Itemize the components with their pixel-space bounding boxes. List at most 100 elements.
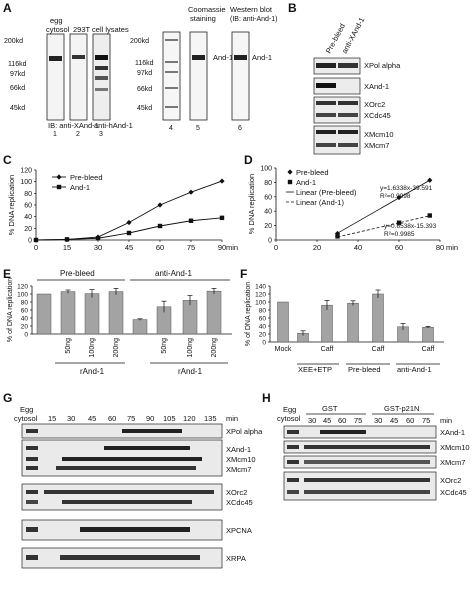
g-band-xpol-cyt: [26, 429, 38, 433]
lysates-label: 293T cell lysates: [73, 25, 129, 34]
c-ytick-label: 40: [24, 214, 32, 221]
e-ytick-label: 0: [24, 332, 28, 339]
ladder-right-45: 45kd: [137, 105, 152, 112]
g-band-rpa-cyt: [26, 555, 38, 560]
band-lane-6: [234, 55, 247, 60]
g-band-rpa: [60, 555, 200, 560]
c-point-and1: [95, 236, 101, 241]
h-band-xand-gst: [320, 430, 366, 434]
e-ytick-label: 80: [21, 300, 29, 307]
band-b-xpol-2: [338, 63, 358, 68]
d-ytick-label: 60: [264, 194, 272, 201]
c-xtick-label: 75: [187, 243, 195, 252]
c-xtick-label: 60: [156, 243, 164, 252]
ib-xand-label: IB: anti-XAnd-1: [48, 121, 99, 130]
g-label-xmcm10: XMcm10: [226, 455, 256, 464]
gel-strip-lane-4: [162, 31, 181, 121]
h-p21n-time-30: 30: [374, 416, 382, 425]
g-time-90: 90: [146, 414, 154, 423]
chart-c: 0 20 40 60 80 100 120 0 15 30 45 60 75 90 min % DNA rep…: [7, 168, 238, 253]
d-r2-and1: R²=0.9985: [384, 231, 415, 238]
band-lane-2: [72, 55, 85, 59]
panel-letter-f: F: [240, 267, 247, 281]
marker-band-66: [165, 87, 178, 89]
g-label-xorc2: XOrc2: [226, 488, 247, 497]
h-band-mcm7-cyt: [287, 460, 299, 464]
d-xtick-label: 80: [436, 243, 444, 252]
h-label-xorc2: XOrc2: [440, 476, 461, 485]
e-bar: [182, 300, 198, 335]
d-r2-prebleed: R²=0.9998: [380, 193, 411, 200]
f-ytick-label: 20: [259, 332, 267, 339]
h-band-cdc-cyt: [287, 490, 299, 494]
f-bar: [277, 301, 289, 343]
e-bar: [108, 291, 124, 335]
f-category-label: Caff: [422, 346, 435, 353]
c-point-and1: [157, 223, 163, 229]
panel-letter-d: D: [244, 153, 253, 167]
panel-letter-b: B: [288, 1, 297, 15]
g-row-labels: XPol alpha XAnd-1 XMcm10 XMcm7 XOrc2 XCd…: [226, 427, 263, 563]
g-label-xpol: XPol alpha: [226, 427, 263, 436]
band-lane-3-a: [95, 55, 108, 60]
h-label-xmcm7: XMcm7: [440, 458, 465, 467]
e-bar: [60, 291, 76, 335]
e-category-label: 100ng: [89, 338, 96, 358]
row-label-xand: XAnd-1: [364, 82, 389, 91]
c-xtick-label: 0: [34, 243, 38, 252]
band-b-mcm10-1: [316, 130, 336, 134]
h-time-unit: min: [440, 416, 452, 425]
band-lane-1: [49, 56, 62, 61]
g-band-xpol-peak: [122, 429, 182, 433]
g-band-pcna: [80, 527, 190, 532]
f-group-anti: anti-And-1: [397, 365, 432, 374]
lane-number-1: 1: [53, 131, 57, 138]
g-label-xand: XAnd-1: [226, 445, 251, 454]
c-ytick-label: 0: [28, 238, 32, 245]
e-ytick-label: 120: [17, 284, 28, 291]
d-point-and1: [396, 220, 402, 225]
ladder-left-45: 45kd: [10, 105, 25, 112]
g-time-120: 120: [183, 414, 196, 423]
g-band-xand: [104, 446, 190, 450]
h-band-mcm7: [304, 460, 430, 464]
c-xtick-label: 15: [63, 243, 71, 252]
coomassie-label-2: staining: [190, 14, 216, 23]
f-group-prebleed: Pre-bleed: [348, 365, 381, 374]
c-legend-label-0: Pre-bleed: [70, 173, 103, 182]
h-gst-label: GST: [322, 404, 338, 413]
e-category-label: 50ng: [161, 338, 168, 354]
row-label-xmcm10: XMcm10: [364, 130, 394, 139]
blot-b-xand: [313, 77, 361, 95]
f-category-label: Caff: [372, 346, 385, 353]
row-label-xorc2: XOrc2: [364, 100, 385, 109]
ladder-right-66: 66kd: [137, 86, 152, 93]
c-xlabel: min: [226, 243, 238, 252]
c-point-and1: [126, 230, 132, 236]
c-point-prebleed: [219, 178, 225, 184]
h-label-xand: XAnd-1: [440, 428, 465, 437]
c-ytick-label: 80: [24, 191, 32, 198]
g-band-mcm7-cyt: [26, 466, 38, 470]
rand1-label-a: rAnd-1: [80, 367, 105, 376]
row-label-xmcm7: XMcm7: [364, 141, 389, 150]
h-label-xcdc45: XCdc45: [440, 488, 467, 497]
g-band-orc: [44, 490, 214, 494]
gel-strip-lane-6: [231, 31, 250, 121]
blot-strip-lane-1: [46, 33, 65, 121]
lane-number-4: 4: [169, 125, 173, 132]
g-band-orc-cyt: [26, 490, 38, 494]
c-point-and1: [33, 237, 39, 243]
h-gst-time-30: 30: [308, 416, 316, 425]
g-time-135: 135: [204, 414, 217, 423]
ladder-left-116: 116kd: [8, 61, 27, 68]
d-legend-fit-label-1: Linear (And-1): [296, 198, 344, 207]
band-lane-3-c: [95, 76, 108, 80]
g-band-mcm7: [56, 466, 196, 470]
row-label-xpol: XPol alpha: [364, 61, 401, 70]
marker-band-97: [165, 71, 178, 73]
lane-number-2: 2: [76, 131, 80, 138]
band-b-cdc-2: [338, 113, 358, 117]
